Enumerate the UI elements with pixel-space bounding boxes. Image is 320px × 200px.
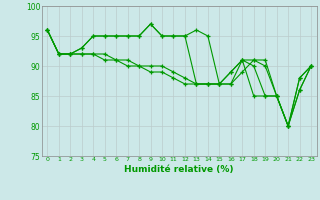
X-axis label: Humidité relative (%): Humidité relative (%) [124,165,234,174]
